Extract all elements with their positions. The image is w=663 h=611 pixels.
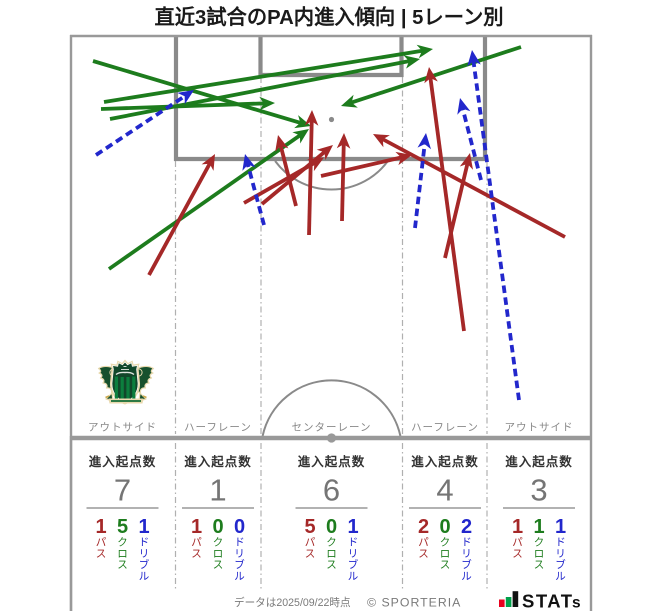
svg-text:パ: パ xyxy=(512,537,523,549)
svg-text:ス: ス xyxy=(418,548,429,560)
svg-text:1: 1 xyxy=(95,516,106,538)
svg-text:ス: ス xyxy=(440,559,451,571)
svg-text:パ: パ xyxy=(96,537,107,549)
svg-text:1: 1 xyxy=(209,473,226,508)
svg-text:1: 1 xyxy=(191,516,202,538)
svg-text:リ: リ xyxy=(139,548,150,560)
svg-text:5: 5 xyxy=(117,516,128,538)
svg-text:ス: ス xyxy=(213,559,224,571)
svg-text:STAT: STAT xyxy=(522,590,574,611)
svg-text:進入起点数: 進入起点数 xyxy=(89,454,157,469)
svg-text:1: 1 xyxy=(512,516,523,538)
svg-text:リ: リ xyxy=(348,548,359,560)
svg-text:ク: ク xyxy=(213,537,224,549)
svg-text:ス: ス xyxy=(191,548,202,560)
svg-text:ブ: ブ xyxy=(234,558,245,571)
svg-text:パ: パ xyxy=(418,537,429,549)
svg-text:ス: ス xyxy=(117,559,128,571)
svg-text:アウトサイド: アウトサイド xyxy=(505,422,574,434)
svg-text:7: 7 xyxy=(114,473,131,508)
svg-text:進入起点数: 進入起点数 xyxy=(298,454,366,469)
svg-text:2: 2 xyxy=(418,516,429,538)
svg-text:パ: パ xyxy=(305,537,316,549)
svg-text:リ: リ xyxy=(461,548,472,560)
svg-text:直近3試合のPA内進入傾向 | 5レーン別: 直近3試合のPA内進入傾向 | 5レーン別 xyxy=(154,5,503,29)
svg-text:ル: ル xyxy=(139,570,150,582)
svg-text:1: 1 xyxy=(555,516,566,538)
svg-text:1: 1 xyxy=(347,516,358,538)
svg-text:ブ: ブ xyxy=(461,558,472,571)
svg-text:0: 0 xyxy=(326,516,337,538)
svg-text:ブ: ブ xyxy=(139,558,150,571)
svg-text:ロ: ロ xyxy=(213,548,224,560)
svg-text:1: 1 xyxy=(138,516,149,538)
svg-text:4: 4 xyxy=(436,473,453,508)
svg-text:リ: リ xyxy=(234,548,245,560)
svg-text:2: 2 xyxy=(461,516,472,538)
svg-text:ロ: ロ xyxy=(326,548,337,560)
svg-text:アウトサイド: アウトサイド xyxy=(88,422,157,434)
svg-text:s: s xyxy=(572,594,581,611)
svg-text:ロ: ロ xyxy=(440,548,451,560)
svg-text:ド: ド xyxy=(234,537,245,549)
svg-text:ハーフレーン: ハーフレーン xyxy=(184,422,252,434)
svg-text:ド: ド xyxy=(139,537,150,549)
svg-text:1: 1 xyxy=(533,516,544,538)
svg-text:ロ: ロ xyxy=(117,548,128,560)
svg-text:ス: ス xyxy=(96,548,107,560)
svg-text:ド: ド xyxy=(555,537,566,549)
svg-text:ド: ド xyxy=(461,537,472,549)
svg-text:ハーフレーン: ハーフレーン xyxy=(411,422,479,434)
svg-text:ブ: ブ xyxy=(555,558,566,571)
svg-text:ル: ル xyxy=(348,570,359,582)
svg-text:ル: ル xyxy=(461,570,472,582)
svg-text:ス: ス xyxy=(326,559,337,571)
svg-text:リ: リ xyxy=(555,548,566,560)
svg-text:ク: ク xyxy=(117,537,128,549)
svg-text:センターレーン: センターレーン xyxy=(292,422,372,434)
svg-text:データは2025/09/22時点: データは2025/09/22時点 xyxy=(234,596,351,609)
svg-text:ス: ス xyxy=(305,548,316,560)
svg-text:ド: ド xyxy=(348,537,359,549)
svg-text:パ: パ xyxy=(191,537,202,549)
svg-text:進入起点数: 進入起点数 xyxy=(184,454,252,469)
svg-text:ク: ク xyxy=(534,537,545,549)
svg-text:ブ: ブ xyxy=(348,558,359,571)
svg-text:0: 0 xyxy=(212,516,223,538)
svg-text:ク: ク xyxy=(440,537,451,549)
svg-text:ロ: ロ xyxy=(534,548,545,560)
svg-text:3: 3 xyxy=(530,473,547,508)
svg-text:0: 0 xyxy=(439,516,450,538)
svg-text:6: 6 xyxy=(323,473,340,508)
svg-text:© SPORTERIA: © SPORTERIA xyxy=(367,596,461,610)
svg-text:0: 0 xyxy=(234,516,245,538)
svg-text:ス: ス xyxy=(512,548,523,560)
svg-text:ル: ル xyxy=(555,570,566,582)
svg-text:進入起点数: 進入起点数 xyxy=(505,454,573,469)
svg-text:進入起点数: 進入起点数 xyxy=(411,454,479,469)
svg-text:5: 5 xyxy=(304,516,315,538)
svg-text:ス: ス xyxy=(534,559,545,571)
svg-text:ル: ル xyxy=(234,570,245,582)
svg-text:ク: ク xyxy=(326,537,337,549)
